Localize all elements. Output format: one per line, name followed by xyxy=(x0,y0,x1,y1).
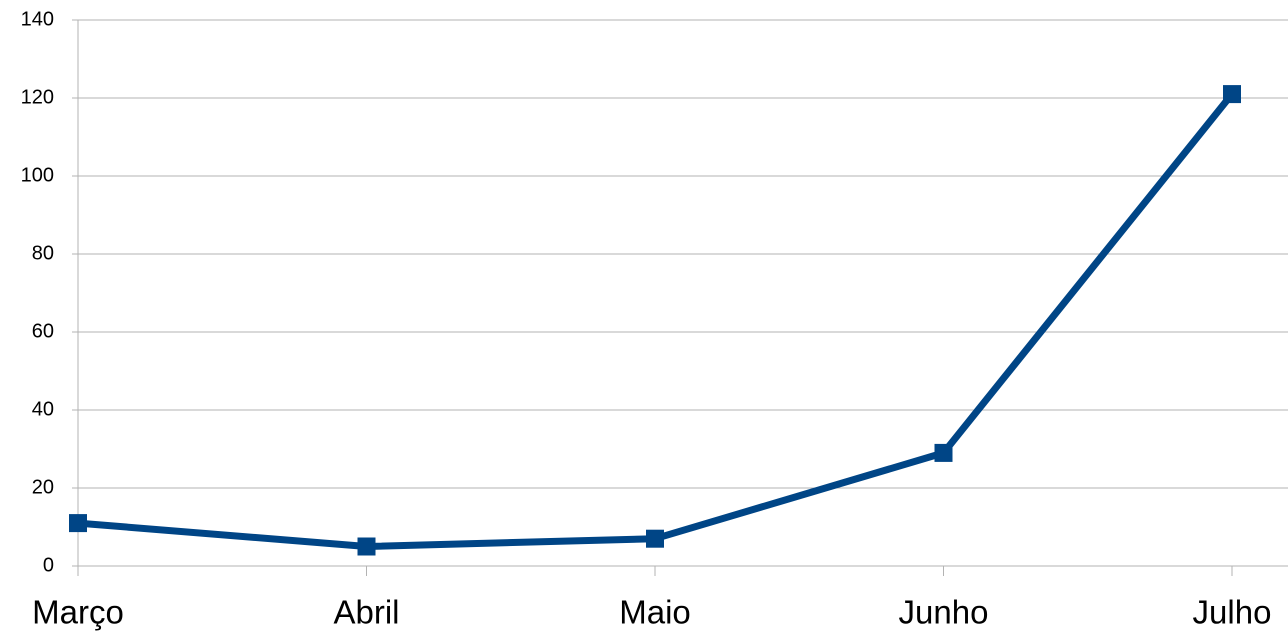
marker xyxy=(934,443,953,462)
x-tick-label: Março xyxy=(32,594,124,631)
y-tick-label: 100 xyxy=(21,164,54,186)
marker xyxy=(646,529,664,548)
marker xyxy=(1223,85,1241,104)
y-tick-label: 120 xyxy=(21,86,54,108)
y-tick-label: 140 xyxy=(21,8,54,30)
line xyxy=(77,91,1235,550)
y-tick-label: 40 xyxy=(32,398,54,420)
y-tick-label: 20 xyxy=(32,476,54,498)
x-tick-label: Julho xyxy=(1193,594,1272,631)
y-tick-label: 80 xyxy=(32,242,54,264)
x-tick-label: Junho xyxy=(899,594,989,631)
x-tick-label: Maio xyxy=(619,594,691,631)
x-tick-label: Abril xyxy=(333,594,399,631)
y-tick-label: 0 xyxy=(43,554,54,576)
marker xyxy=(357,537,376,556)
y-tick-label: 60 xyxy=(32,320,54,342)
marker xyxy=(69,514,87,533)
